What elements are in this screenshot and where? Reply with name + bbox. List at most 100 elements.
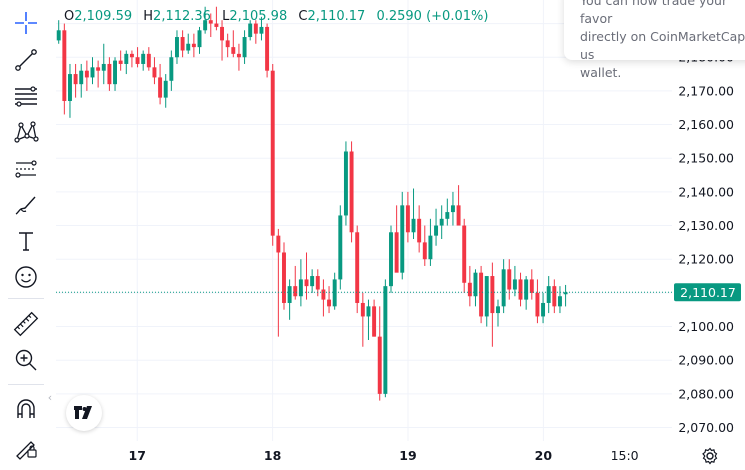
candle-body (197, 30, 202, 48)
candle-body (56, 30, 61, 41)
pattern-icon[interactable] (9, 117, 43, 147)
candle-body (304, 279, 309, 287)
candle-body (158, 77, 163, 98)
text-icon[interactable] (9, 226, 43, 256)
candle-body (62, 30, 67, 101)
low-label: L (222, 9, 230, 24)
candle-body (338, 215, 343, 280)
candle-body (146, 53, 151, 68)
price-tick-label: 2,170.00 (678, 83, 734, 98)
candle-body (405, 205, 410, 233)
candle-body (186, 43, 191, 51)
candle-body (248, 23, 253, 38)
candle-body (434, 225, 439, 236)
candle-body (501, 269, 506, 307)
candle-body (535, 292, 540, 317)
price-tick-label: 2,070.00 (678, 420, 734, 435)
candle-body (135, 57, 140, 64)
price-tick-label: 2,150.00 (678, 151, 734, 166)
candle-body (411, 218, 416, 233)
candle-body (445, 212, 450, 219)
prediction-icon[interactable] (9, 154, 43, 184)
candle-body (208, 20, 213, 24)
candle-body (68, 74, 72, 101)
tradingview-logo[interactable] (66, 395, 102, 431)
candle-body (113, 60, 117, 85)
candle-body (129, 53, 134, 58)
high-label: H (143, 9, 154, 24)
candle-body (118, 60, 123, 64)
candle-body (524, 279, 529, 300)
candle-body (191, 43, 196, 48)
gear-icon[interactable] (700, 446, 720, 466)
collapse-toolbar-handle[interactable]: ‹ (47, 391, 53, 404)
candle-body (310, 276, 315, 287)
candle-body (107, 63, 112, 85)
candle-body (389, 232, 393, 287)
fib-retracement-icon[interactable] (9, 81, 43, 111)
time-tick-label: 19 (399, 448, 416, 463)
candle-body (253, 23, 258, 34)
candle-body (259, 26, 264, 34)
candle-body (101, 63, 106, 71)
candle-body (169, 57, 174, 81)
candle-body (236, 53, 241, 58)
price-tick-label: 2,080.00 (678, 386, 734, 401)
candle-body (293, 286, 298, 297)
candle-body (73, 74, 78, 85)
candle-body (479, 272, 484, 317)
candle-body (372, 306, 377, 337)
trade-toast[interactable]: You can now trade your favor directly on… (564, 0, 745, 80)
candle-body (298, 279, 303, 297)
high-value: 2,112.36 (153, 9, 211, 24)
candle-body (79, 70, 84, 85)
current-price-tag: 2,110.17 (674, 283, 741, 302)
ohlc-legend: O2,109.59 H2,112.36 L2,105.98 C2,110.17 … (64, 8, 495, 26)
crosshair-icon[interactable] (9, 8, 43, 38)
candle-body (203, 20, 208, 31)
time-tick-label: 18 (264, 448, 281, 463)
candle-body (265, 26, 270, 71)
toolbar-divider (8, 384, 44, 385)
candle-body (422, 242, 427, 260)
candle-body (141, 53, 146, 64)
candle-body (518, 279, 523, 300)
close-label: C (298, 9, 308, 24)
candle-body (220, 26, 225, 41)
candle-body (552, 286, 557, 307)
lock-drawings-icon[interactable] (9, 432, 43, 462)
emoji-icon[interactable] (9, 262, 43, 292)
candle-body (496, 306, 500, 314)
candle-body (456, 205, 461, 226)
toast-text: You can now trade your favor directly on… (580, 0, 745, 80)
time-tick-label: 15:0 (611, 448, 639, 463)
price-tick-label: 2,100.00 (678, 319, 734, 334)
candle-body (462, 225, 467, 283)
candle-body (394, 232, 399, 273)
candle-body (282, 252, 286, 303)
open-label: O (64, 9, 75, 24)
candle-body (163, 80, 168, 98)
candle-body (287, 286, 292, 303)
candle-body (327, 299, 332, 307)
candle-body (507, 269, 512, 290)
candle-body (321, 289, 326, 300)
candle-body (355, 232, 360, 303)
trend-line-icon[interactable] (9, 45, 43, 75)
zoom-in-icon[interactable] (9, 345, 43, 375)
tradingview-logo-icon (74, 406, 92, 419)
brush-icon[interactable] (9, 190, 43, 220)
candle-body (315, 276, 320, 290)
candle-body (439, 218, 444, 226)
candle-body (214, 23, 219, 27)
drawing-toolbar: ‹ (0, 0, 52, 470)
candle-body (428, 235, 433, 260)
candle-body (546, 286, 551, 303)
candle-body (360, 302, 365, 317)
magnet-icon[interactable] (9, 394, 43, 424)
price-tick-label: 2,140.00 (678, 184, 734, 199)
candle-body (90, 67, 95, 78)
candle-body (231, 47, 236, 54)
ruler-icon[interactable] (9, 309, 43, 339)
